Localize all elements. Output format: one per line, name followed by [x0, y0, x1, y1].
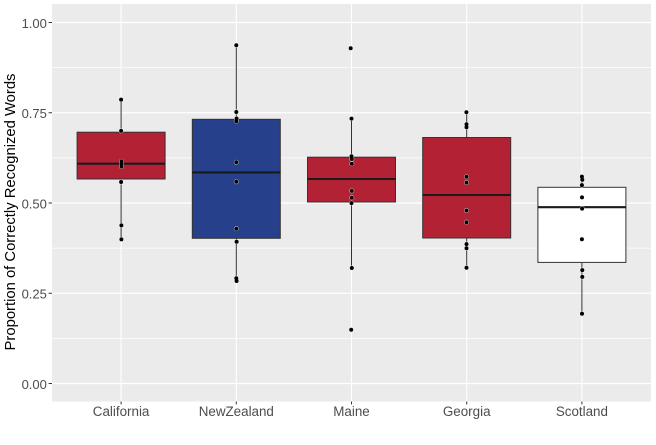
svg-text:0.25: 0.25	[22, 287, 47, 302]
svg-text:1.00: 1.00	[22, 16, 47, 31]
svg-text:0.00: 0.00	[22, 377, 47, 392]
svg-text:0.50: 0.50	[22, 196, 47, 211]
svg-text:Proportion of Correctly Recogn: Proportion of Correctly Recognized Words	[3, 74, 19, 351]
svg-text:Maine: Maine	[333, 404, 369, 419]
svg-text:California: California	[93, 404, 150, 419]
svg-text:Scotland: Scotland	[556, 404, 608, 419]
svg-text:NewZealand: NewZealand	[199, 404, 274, 419]
svg-text:0.75: 0.75	[22, 106, 47, 121]
svg-text:Georgia: Georgia	[443, 404, 491, 419]
